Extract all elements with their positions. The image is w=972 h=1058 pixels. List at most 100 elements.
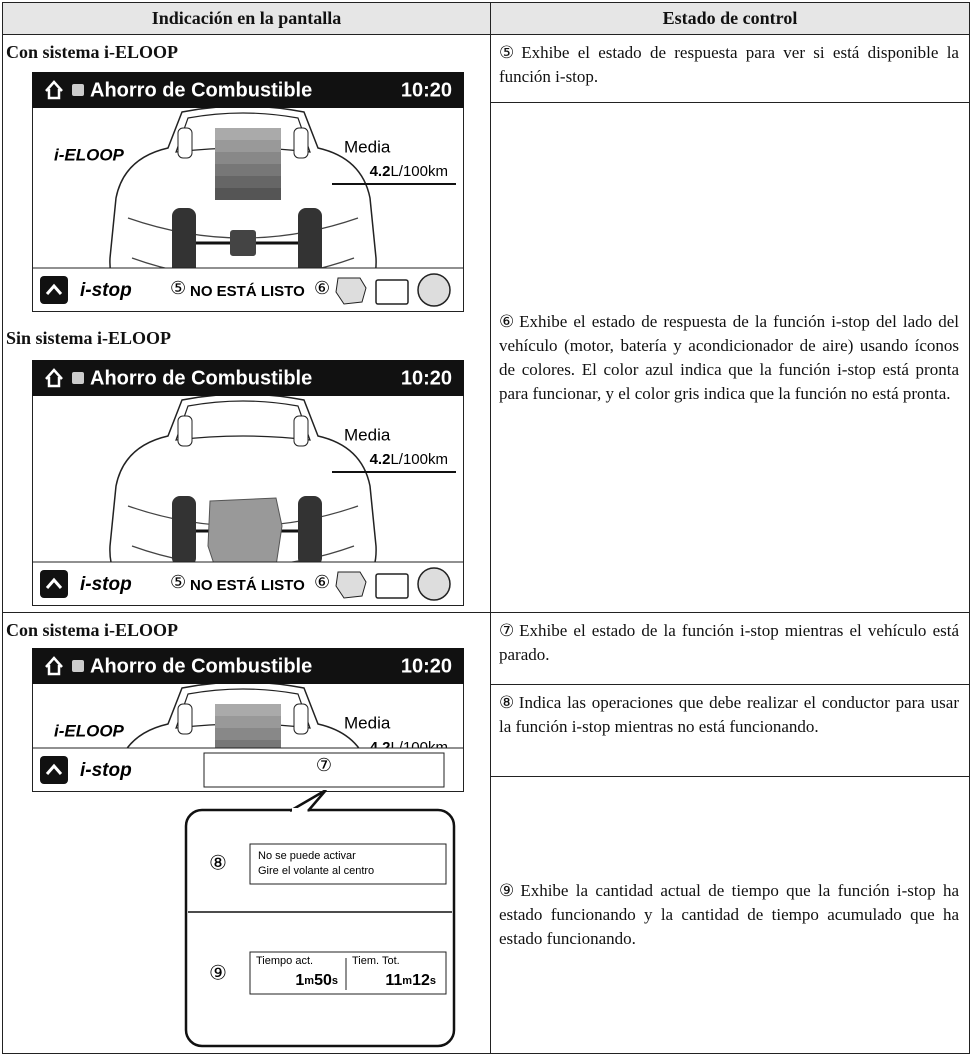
rear-wheel xyxy=(172,208,196,278)
title-bar xyxy=(32,72,464,108)
battery-icon xyxy=(375,279,409,305)
chevron xyxy=(45,577,63,589)
callout: ⑤ xyxy=(170,572,186,592)
time-value: 1m50s xyxy=(295,972,338,989)
description: ⑦ Exhibe el estado de la función i-stop m… xyxy=(490,612,970,685)
message: No se puede activar xyxy=(258,850,356,862)
screen-title: Ahorro de Combustible xyxy=(90,79,312,101)
section-label: Con sistema i-ELOOP xyxy=(6,42,179,62)
time-part: s xyxy=(332,975,338,987)
unit: L/100km xyxy=(390,163,448,180)
screen: Ahorro de Combustible 10:20 i-ELOOP Media 4.… xyxy=(32,72,464,312)
section-label: Con sistema i-ELOOP xyxy=(6,620,179,640)
front-wheel xyxy=(293,127,309,159)
description: ⑧ Indica las operaciones que debe realiza… xyxy=(490,684,970,777)
clock: 10:20 xyxy=(401,655,452,677)
ac-icon xyxy=(417,567,451,601)
description-text: ⑤ Exhibe el estado de respuesta para ver … xyxy=(499,41,959,102)
battery-level xyxy=(215,164,281,176)
average-label: Media xyxy=(344,137,391,156)
column-header: Estado de control xyxy=(662,8,798,28)
description: ⑤ Exhibe el estado de respuesta para ver … xyxy=(490,34,970,103)
app-icon xyxy=(72,84,84,96)
text: Exhibe el estado de respuesta de la func… xyxy=(499,311,960,403)
header-cell: Estado de control xyxy=(490,2,970,35)
eloop-label: i-ELOOP xyxy=(54,145,125,164)
marker: ⑥ xyxy=(499,311,517,332)
average-value: 4.2L/100km xyxy=(370,451,448,468)
motor xyxy=(230,230,256,256)
app-icon xyxy=(72,372,84,384)
screen: Ahorro de Combustible 10:20 Media 4.2L/100k… xyxy=(32,360,464,606)
front-wheel xyxy=(293,415,309,447)
car-illustration xyxy=(109,105,377,305)
marker: ⑧ xyxy=(209,852,227,874)
windshield xyxy=(175,112,311,153)
popup: ⑧ No se puede activar Gire el volante al c… xyxy=(184,790,456,1048)
home-icon xyxy=(45,80,63,100)
time-part: s xyxy=(430,975,436,987)
ac-icon xyxy=(417,273,451,307)
menu-button xyxy=(40,570,68,598)
battery-level xyxy=(215,188,281,200)
status-box xyxy=(203,752,445,788)
description-text: ⑧ Indica las operaciones que debe realiza… xyxy=(499,691,959,776)
battery-icon xyxy=(375,573,409,599)
time-part: 50 xyxy=(314,972,332,989)
average-value: 4.2L/100km xyxy=(370,163,448,180)
clock: 10:20 xyxy=(401,367,452,389)
home-icon xyxy=(45,368,63,388)
value: 4.2 xyxy=(370,451,391,468)
battery-level xyxy=(215,152,281,164)
windshield xyxy=(175,400,311,441)
marker: ⑨ xyxy=(209,962,227,984)
description: ⑨ Exhibe la cantidad actual de tiempo que… xyxy=(490,776,970,1054)
chevron xyxy=(45,283,63,295)
status: NO ESTÁ LISTO xyxy=(190,283,305,300)
pointer xyxy=(289,790,327,813)
section-label: Sin sistema i-ELOOP xyxy=(6,328,172,348)
text: Exhibe el estado de la función i-stop mi… xyxy=(499,621,959,664)
istop-label: i-stop xyxy=(80,574,132,595)
column-header: Indicación en la pantalla xyxy=(151,8,342,28)
menu-button xyxy=(40,756,68,784)
rear-wheel xyxy=(172,496,196,566)
time-box xyxy=(249,951,447,995)
marker: ⑧ xyxy=(499,693,516,713)
screen-title: Ahorro de Combustible xyxy=(90,655,312,677)
value: 4.2 xyxy=(370,163,391,180)
battery-level xyxy=(215,704,281,716)
marker: ⑦ xyxy=(499,621,517,641)
car-illustration xyxy=(109,393,377,593)
istop-label: i-stop xyxy=(80,280,132,301)
description: ⑥ Exhibe el estado de respuesta de la fun… xyxy=(490,102,970,613)
text: Exhibe el estado de respuesta para ver s… xyxy=(499,43,959,86)
battery-level xyxy=(215,140,281,152)
header-cell: Indicación en la pantalla xyxy=(2,2,491,35)
battery-level xyxy=(215,716,281,728)
text: Exhibe la cantidad actual de tiempo que … xyxy=(499,881,959,948)
marker: ⑤ xyxy=(499,43,519,63)
average-label: Media xyxy=(344,713,391,732)
screen-title: Ahorro de Combustible xyxy=(90,367,312,389)
front-wheel xyxy=(177,415,193,447)
menu-button xyxy=(40,276,68,304)
engine-icon xyxy=(335,277,367,305)
callout: ⑥ xyxy=(314,278,330,298)
time-label: Tiempo act. xyxy=(256,955,313,967)
time-part: m xyxy=(402,975,412,987)
description-text: ⑥ Exhibe el estado de respuesta de la fun… xyxy=(499,310,959,406)
text: Indica las operaciones que debe realizar… xyxy=(499,693,959,736)
app-icon xyxy=(72,660,84,672)
marker: ⑨ xyxy=(499,881,518,901)
callout: ⑤ xyxy=(170,278,186,298)
battery-level xyxy=(215,176,281,188)
description-text: ⑦ Exhibe el estado de la función i-stop m… xyxy=(499,619,959,684)
home-icon xyxy=(45,656,63,676)
time-value: 11m12s xyxy=(385,972,436,989)
windshield xyxy=(175,688,311,729)
rear-wheel xyxy=(298,208,322,278)
time-label: Tiem. Tot. xyxy=(352,955,400,967)
